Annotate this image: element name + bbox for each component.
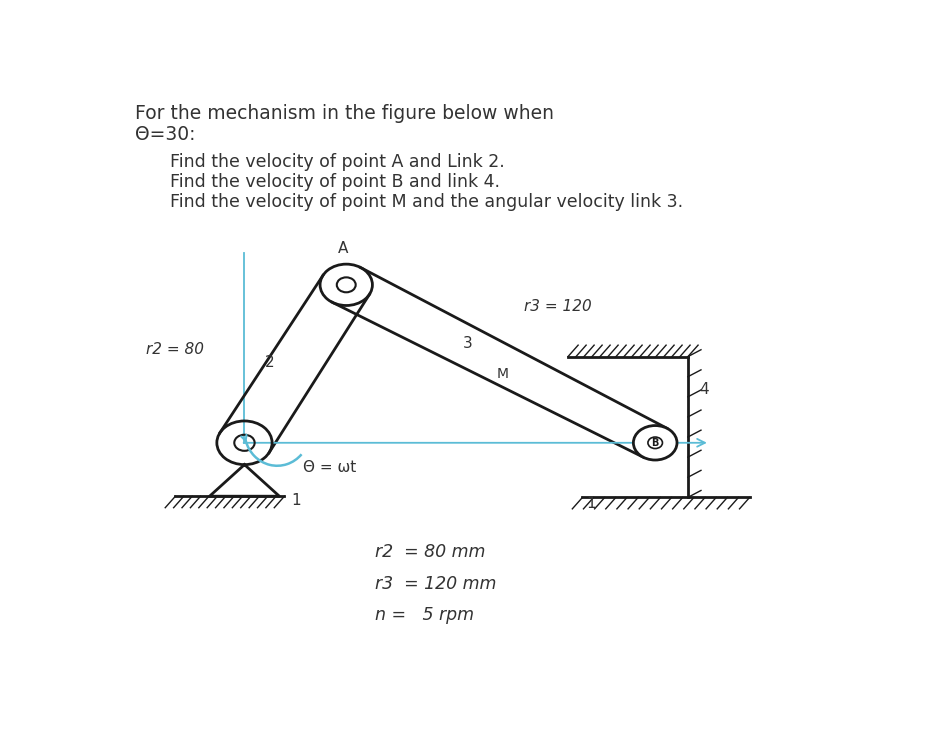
- Text: 4: 4: [699, 382, 709, 397]
- Text: n =   5 rpm: n = 5 rpm: [375, 606, 475, 624]
- Text: Θ=30:: Θ=30:: [135, 125, 196, 144]
- Text: 1: 1: [292, 493, 301, 508]
- Text: Θ = ωt: Θ = ωt: [303, 460, 356, 475]
- Text: Find the velocity of point M and the angular velocity link 3.: Find the velocity of point M and the ang…: [170, 193, 683, 211]
- Text: r2  = 80 mm: r2 = 80 mm: [375, 543, 486, 561]
- Text: 2: 2: [265, 354, 275, 370]
- Text: r3 = 120: r3 = 120: [524, 299, 592, 314]
- Text: Find the velocity of point B and link 4.: Find the velocity of point B and link 4.: [170, 173, 500, 191]
- Text: A: A: [338, 240, 348, 256]
- Circle shape: [633, 425, 677, 460]
- Text: Find the velocity of point A and Link 2.: Find the velocity of point A and Link 2.: [170, 153, 505, 171]
- Text: 3: 3: [463, 336, 473, 351]
- Text: 1: 1: [586, 496, 596, 511]
- Text: M: M: [497, 367, 509, 380]
- Text: r3  = 120 mm: r3 = 120 mm: [375, 574, 497, 592]
- Text: B: B: [652, 438, 658, 448]
- Text: r2 = 80: r2 = 80: [146, 342, 204, 357]
- Text: For the mechanism in the figure below when: For the mechanism in the figure below wh…: [135, 104, 554, 123]
